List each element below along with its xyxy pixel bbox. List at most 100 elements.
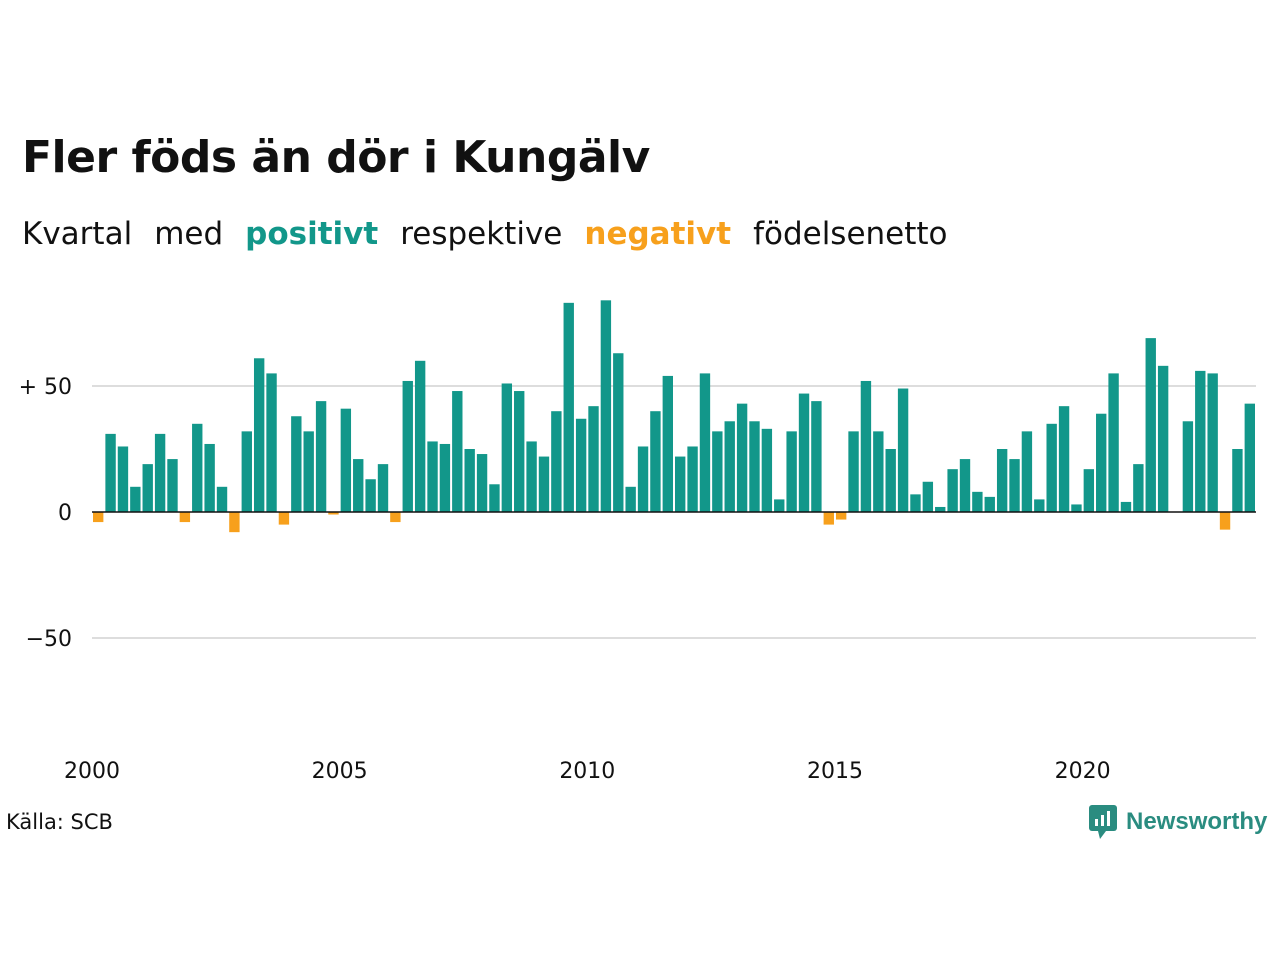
x-tick-label: 2010: [559, 759, 615, 784]
bar: [130, 486, 141, 512]
bar: [427, 441, 438, 512]
bar: [575, 418, 587, 512]
bar: [117, 446, 129, 512]
bar: [278, 512, 290, 525]
bar: [761, 428, 773, 512]
bar: [142, 464, 153, 512]
newsworthy-icon: [1089, 805, 1117, 839]
bar: [1096, 413, 1107, 512]
y-tick-label: 0: [58, 501, 72, 526]
bar: [551, 411, 562, 512]
bar: [1108, 373, 1119, 512]
bar: [786, 431, 797, 512]
bar: [637, 446, 649, 512]
bar: [996, 449, 1008, 512]
bar: [600, 300, 612, 512]
legend-negative: negativt: [584, 216, 732, 252]
bar: [538, 456, 550, 512]
bar: [167, 459, 178, 512]
bar: [650, 411, 661, 512]
bar: [736, 403, 748, 512]
bar: [241, 431, 252, 512]
bar: [749, 421, 760, 512]
bar: [291, 416, 302, 512]
bar: [687, 446, 698, 512]
bar: [1046, 423, 1057, 512]
bar: [1009, 459, 1020, 512]
bar: [1182, 421, 1194, 512]
bar: [464, 449, 475, 512]
bar: [922, 481, 934, 512]
bar: [835, 512, 847, 520]
bar: [266, 373, 277, 512]
bar: [93, 512, 104, 523]
bar: [675, 456, 686, 512]
bar: [353, 459, 364, 512]
legend-positive: positivt: [245, 216, 379, 252]
bar: [910, 494, 921, 512]
bar: [1133, 464, 1144, 512]
bar: [947, 469, 958, 512]
bar: [625, 486, 636, 512]
subtitle-word: med: [154, 216, 224, 252]
bar: [204, 443, 215, 512]
subtitle-word: Kvartal: [22, 216, 133, 252]
bar-chart: + 50 0 −50 2000 2005 2010 2015 2020: [19, 300, 1256, 784]
chart-title: Fler föds än dör i Kungälv: [22, 132, 650, 183]
bar: [811, 401, 822, 512]
bar: [848, 431, 859, 512]
bar: [439, 443, 451, 512]
bar: [526, 441, 537, 512]
bar: [699, 373, 711, 512]
bar: [414, 360, 426, 512]
newsworthy-logo: Newsworthy: [1088, 804, 1267, 840]
bar: [1195, 370, 1206, 512]
bar: [1157, 365, 1169, 512]
bar: [588, 406, 599, 512]
bar: [613, 353, 624, 512]
bar: [340, 408, 352, 512]
brand-name: Newsworthy: [1126, 808, 1268, 835]
bar: [192, 423, 203, 512]
bar: [972, 491, 983, 512]
bar: [873, 431, 884, 512]
bar: [402, 380, 413, 512]
bar: [885, 449, 896, 512]
y-tick-label: −50: [26, 627, 72, 652]
bar: [501, 383, 513, 512]
bar: [662, 375, 673, 512]
bar: [452, 391, 463, 512]
chart-subtitle: Kvartal med positivt respektive negativt föde…: [22, 216, 970, 252]
bar: [563, 302, 574, 512]
bar: [303, 431, 314, 512]
bar: [959, 459, 971, 512]
bar: [1207, 373, 1218, 512]
bar: [476, 454, 488, 512]
y-tick-label: + 50: [19, 375, 72, 400]
bar: [823, 512, 834, 525]
bar: [216, 486, 228, 512]
x-tick-label: 2020: [1055, 759, 1111, 784]
bar: [1034, 499, 1045, 512]
bar: [1244, 403, 1255, 512]
bar: [1058, 406, 1070, 512]
bar: [935, 506, 946, 512]
bar: [1219, 512, 1231, 530]
x-tick-label: 2000: [64, 759, 120, 784]
bar: [253, 358, 265, 512]
bar: [1120, 501, 1132, 512]
bar: [774, 499, 785, 512]
x-tick-label: 2015: [807, 759, 863, 784]
bar: [328, 512, 339, 515]
bar: [1021, 431, 1033, 512]
x-tick-label: 2005: [312, 759, 368, 784]
bar: [229, 512, 240, 533]
bar: [154, 433, 166, 512]
bar: [489, 484, 500, 512]
bar: [179, 512, 191, 523]
bar: [1145, 338, 1156, 512]
source-label: Källa: SCB: [6, 810, 113, 834]
bar: [798, 393, 810, 512]
bar: [1071, 504, 1082, 512]
bar: [315, 401, 327, 512]
